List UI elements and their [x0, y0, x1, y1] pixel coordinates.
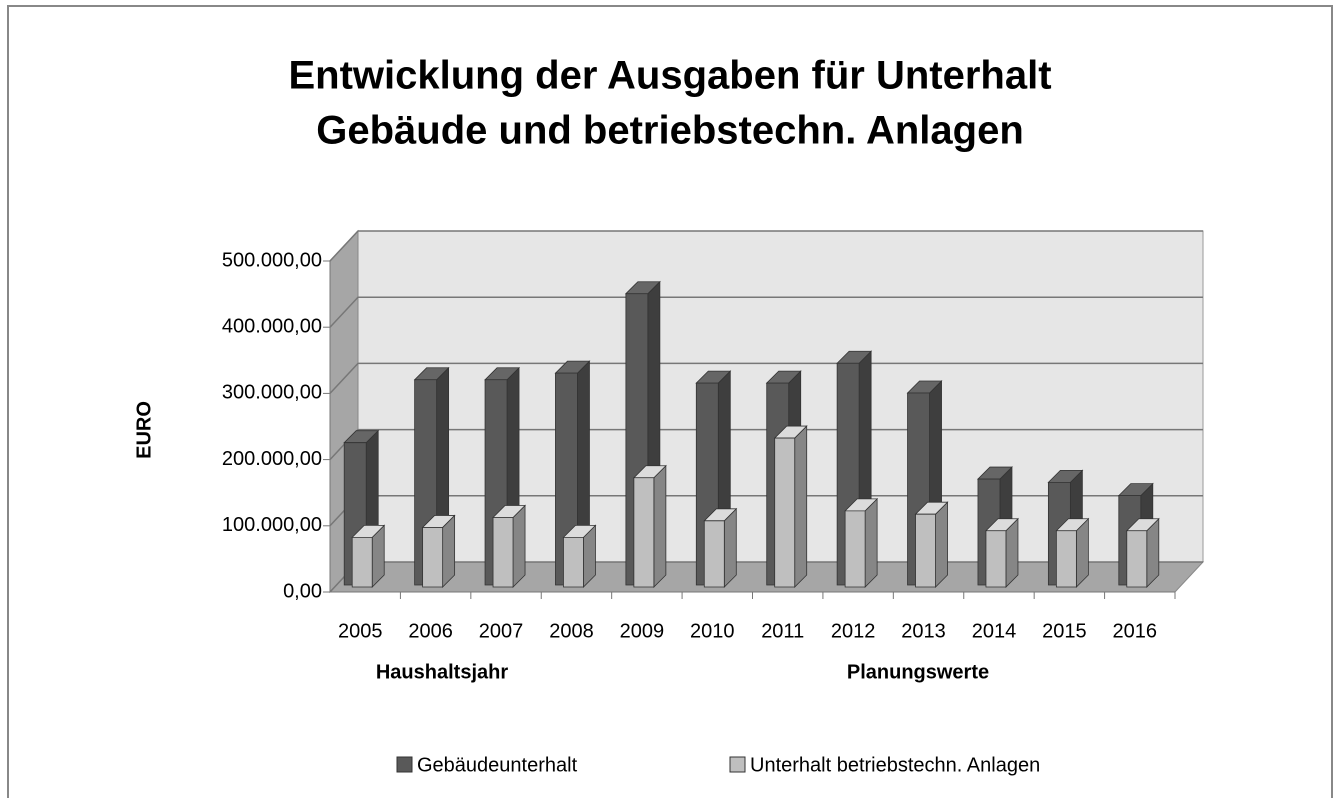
bar-side: [935, 501, 948, 588]
bar-front: [703, 520, 725, 588]
x-tick-label: 2006: [408, 620, 453, 642]
bar-front: [844, 510, 866, 588]
bar: [562, 524, 597, 588]
chart-title: Entwicklung der Ausgaben für Unterhalt: [288, 54, 1051, 98]
legend-label: Gebäudeunterhalt: [417, 754, 578, 776]
bar-front: [1055, 530, 1077, 588]
y-tick-label: 300.000,00: [222, 382, 322, 404]
y-tick-label: 100.000,00: [222, 514, 322, 536]
bar-front: [985, 530, 1007, 588]
x-tick-label: 2005: [338, 620, 383, 642]
x-tick-label: 2010: [690, 620, 735, 642]
x-tick-label: 2009: [620, 620, 665, 642]
x-tick-label: 2011: [761, 620, 804, 642]
bar-side: [723, 507, 737, 588]
x-tick-label: 2013: [901, 620, 946, 642]
y-axis-title: EURO: [133, 401, 155, 459]
y-tick-label: 200.000,00: [222, 448, 322, 470]
bar-front: [633, 477, 655, 588]
grid-line: [329, 230, 1203, 262]
bar: [914, 501, 949, 588]
x-tick-label: 2008: [549, 620, 594, 642]
bar-front: [1126, 530, 1148, 588]
y-tick-label: 500.000,00: [222, 249, 322, 271]
bar: [703, 507, 738, 588]
x-tick-label: 2016: [1113, 620, 1158, 642]
bar-front: [422, 527, 444, 588]
legend-label: Unterhalt betriebstechn. Anlagen: [750, 754, 1040, 776]
annotation: Planungswerte: [847, 661, 989, 683]
bar: [421, 514, 456, 588]
legend-swatch: [396, 756, 413, 773]
bar-front: [774, 437, 796, 588]
bar: [351, 524, 386, 588]
grid-line: [329, 362, 1203, 394]
y-tick-label: 0,00: [283, 580, 322, 602]
y-tick-label: 400.000,00: [222, 315, 322, 337]
bar-side: [512, 504, 526, 588]
chart-title: Gebäude und betriebstechn. Anlagen: [316, 109, 1024, 153]
bar-front: [492, 517, 514, 588]
bar: [984, 517, 1019, 588]
bar: [1125, 517, 1160, 588]
bar-front: [563, 536, 584, 588]
x-tick-label: 2014: [972, 620, 1017, 642]
bar-front: [351, 536, 373, 588]
legend-swatch: [729, 756, 746, 773]
x-tick-label: 2015: [1042, 620, 1087, 642]
bar: [492, 504, 527, 588]
bar-side: [794, 425, 808, 588]
bar: [632, 464, 667, 588]
grid-line: [329, 296, 1203, 328]
bar: [844, 497, 879, 588]
bar-side: [653, 464, 667, 588]
bar-side: [864, 497, 878, 588]
bar-front: [915, 513, 936, 588]
bar: [773, 425, 808, 588]
x-tick-label: 2012: [831, 620, 876, 642]
x-tick-label: 2007: [479, 620, 524, 642]
bar: [1055, 517, 1090, 588]
annotation: Haushaltsjahr: [376, 661, 508, 683]
